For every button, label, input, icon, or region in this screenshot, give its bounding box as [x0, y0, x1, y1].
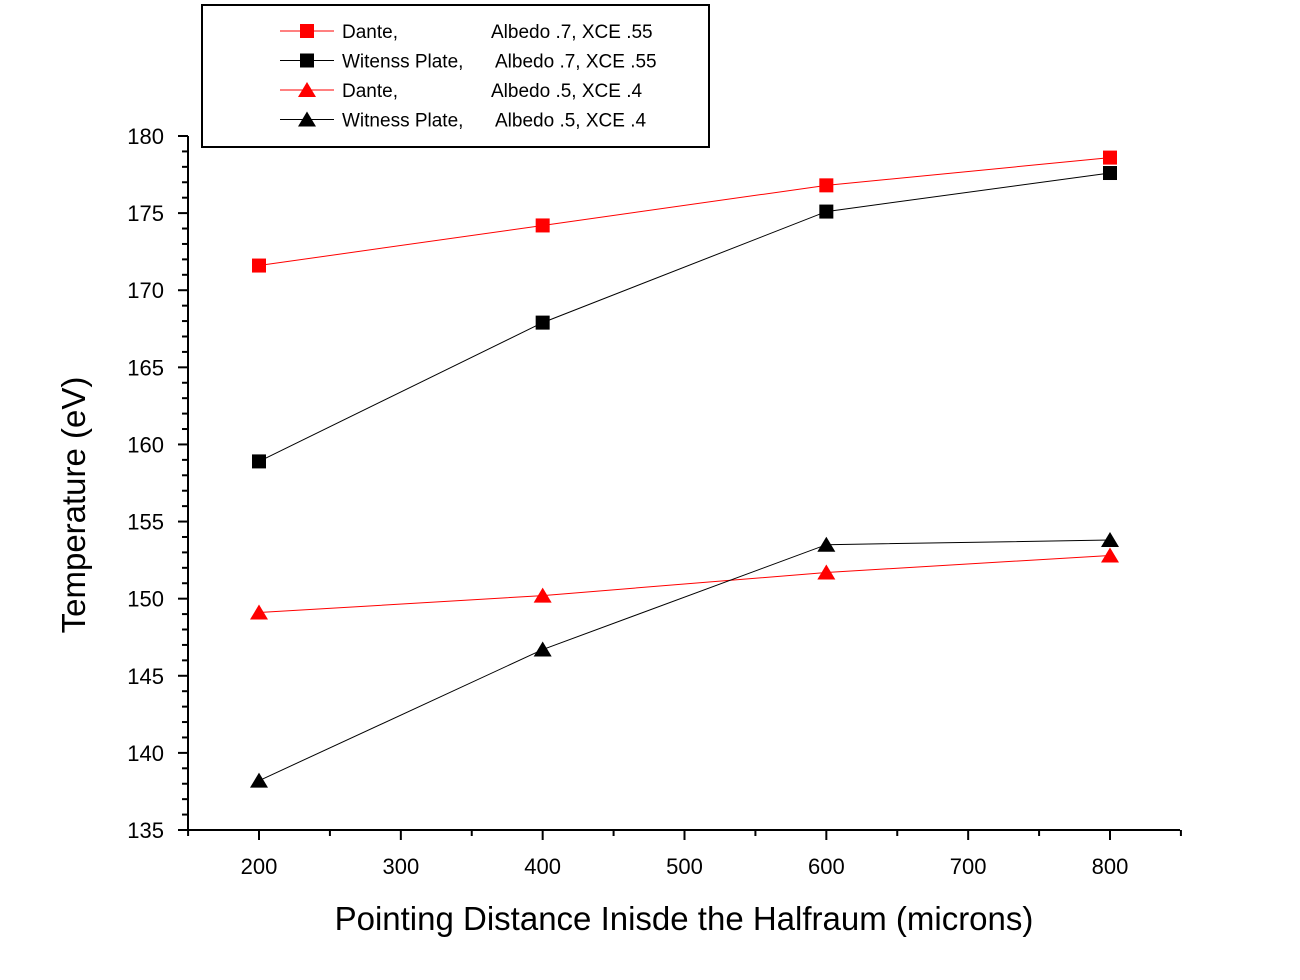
series-line — [258, 172, 1111, 462]
y-tick-label: 165 — [127, 355, 164, 380]
x-tick-label: 800 — [1092, 854, 1129, 879]
legend-box — [201, 4, 710, 148]
legend-name: Witness Plate, — [342, 111, 463, 132]
y-tick-label: 150 — [127, 587, 164, 612]
legend-params: Albedo .7, XCE .55 — [491, 22, 653, 43]
data-point — [535, 315, 550, 330]
y-tick-label: 155 — [127, 510, 164, 535]
x-tick-label: 600 — [808, 854, 845, 879]
series-line — [258, 157, 1111, 267]
legend-entry-4: Witness Plate, Albedo .5, XCE .4 — [280, 111, 646, 132]
legend-params: Albedo .5, XCE .4 — [491, 81, 642, 102]
series-line — [258, 554, 1111, 614]
data-point — [1101, 547, 1119, 563]
series-line — [258, 539, 1111, 782]
x-tick-label: 500 — [666, 854, 703, 879]
legend-entry-1: Dante, Albedo .7, XCE .55 — [280, 22, 653, 43]
data-point — [817, 564, 836, 580]
y-tick-label: 140 — [127, 741, 164, 766]
y-tick-label: 170 — [127, 278, 164, 303]
data-point — [1103, 150, 1117, 165]
series-4 — [250, 532, 1119, 788]
series-1 — [252, 150, 1117, 273]
y-tick-label: 175 — [127, 201, 164, 226]
y-axis-label: Temperature (eV) — [55, 377, 92, 634]
legend-params: Albedo .5, XCE .4 — [495, 111, 646, 132]
data-point — [819, 178, 834, 193]
axes: 200 300 400 500 600 700 800 135 140 145 150 155 160 1… — [127, 124, 1182, 879]
data-point — [1103, 166, 1117, 181]
y-tick-label: 180 — [127, 124, 164, 149]
data-point — [535, 218, 550, 233]
legend-marker — [300, 53, 314, 68]
legend-name: Dante, — [342, 22, 398, 43]
data-point — [533, 587, 552, 603]
x-tick-label: 700 — [950, 854, 987, 879]
series-2 — [252, 166, 1117, 469]
legend-marker — [300, 24, 314, 38]
data-point — [533, 641, 552, 657]
legend-name: Dante, — [342, 81, 398, 102]
legend-entry-3: Dante, Albedo .5, XCE .4 — [280, 81, 642, 102]
y-tick-label: 145 — [127, 664, 164, 689]
data-point — [817, 536, 836, 552]
data-point — [250, 772, 268, 788]
x-tick-label: 400 — [524, 854, 561, 879]
data-point — [252, 258, 266, 273]
data-point — [1101, 532, 1119, 548]
legend-marker — [298, 111, 316, 127]
data-point — [819, 204, 834, 219]
series-3 — [250, 547, 1119, 620]
x-tick-label: 200 — [241, 854, 278, 879]
data-point — [252, 454, 266, 469]
data-point — [250, 604, 268, 620]
y-tick-label: 160 — [127, 432, 164, 457]
legend: Dante, Albedo .7, XCE .55 Witenss Plate, Al… — [201, 4, 710, 148]
y-tick-label: 135 — [127, 818, 164, 843]
series-group — [250, 150, 1119, 788]
x-tick-label: 300 — [382, 854, 419, 879]
legend-name: Witenss Plate, — [342, 52, 463, 73]
legend-entry-2: Witenss Plate, Albedo .7, XCE .55 — [280, 52, 657, 73]
legend-marker — [298, 82, 316, 97]
legend-params: Albedo .7, XCE .55 — [495, 52, 657, 73]
x-axis-label: Pointing Distance Inisde the Halfraum (m… — [335, 900, 1034, 937]
